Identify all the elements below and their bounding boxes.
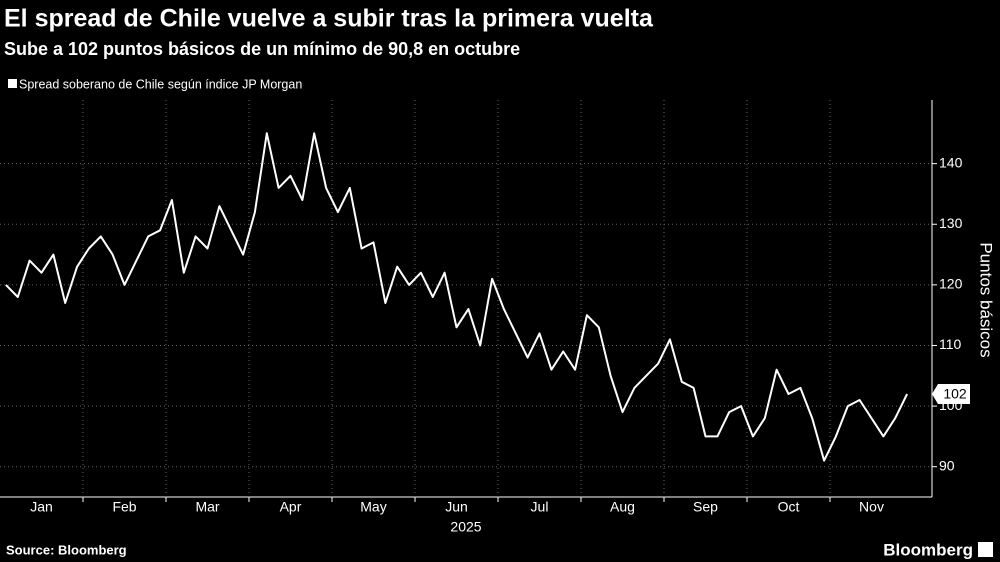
x-tick-label: Mar <box>195 499 219 515</box>
source: Source: Bloomberg <box>6 542 127 557</box>
brand-icon <box>978 542 993 557</box>
data-line <box>5 132 908 462</box>
x-tick-label: Apr <box>280 499 302 515</box>
brand: Bloomberg <box>883 540 973 559</box>
x-tick-label: Feb <box>112 499 136 515</box>
y-tick-label: 90 <box>939 457 955 473</box>
x-tick-label: Nov <box>859 499 884 515</box>
x-tick-label: Jan <box>30 499 53 515</box>
x-tick-label: Sep <box>693 499 718 515</box>
last-value-label: 102 <box>943 386 967 402</box>
y-axis-label: Puntos básicos <box>977 242 996 357</box>
x-tick-label: Jun <box>445 499 468 515</box>
chart-title: El spread de Chile vuelve a subir tras l… <box>4 5 654 33</box>
chart-subtitle: Sube a 102 puntos básicos de un mínimo d… <box>4 39 520 59</box>
last-value-box <box>932 383 970 404</box>
y-tick-label: 110 <box>939 336 962 352</box>
x-tick-label: Jul <box>531 499 549 515</box>
x-tick-label: May <box>360 499 386 515</box>
legend-swatch <box>8 79 17 88</box>
legend-label: Spread soberano de Chile según índice JP… <box>19 77 302 91</box>
y-tick-label: 140 <box>939 154 963 170</box>
year-label: 2025 <box>450 519 481 535</box>
y-tick-label: 130 <box>939 215 963 231</box>
x-tick-label: Aug <box>610 499 635 515</box>
x-tick-label: Oct <box>778 499 800 515</box>
y-tick-label: 120 <box>939 276 963 292</box>
